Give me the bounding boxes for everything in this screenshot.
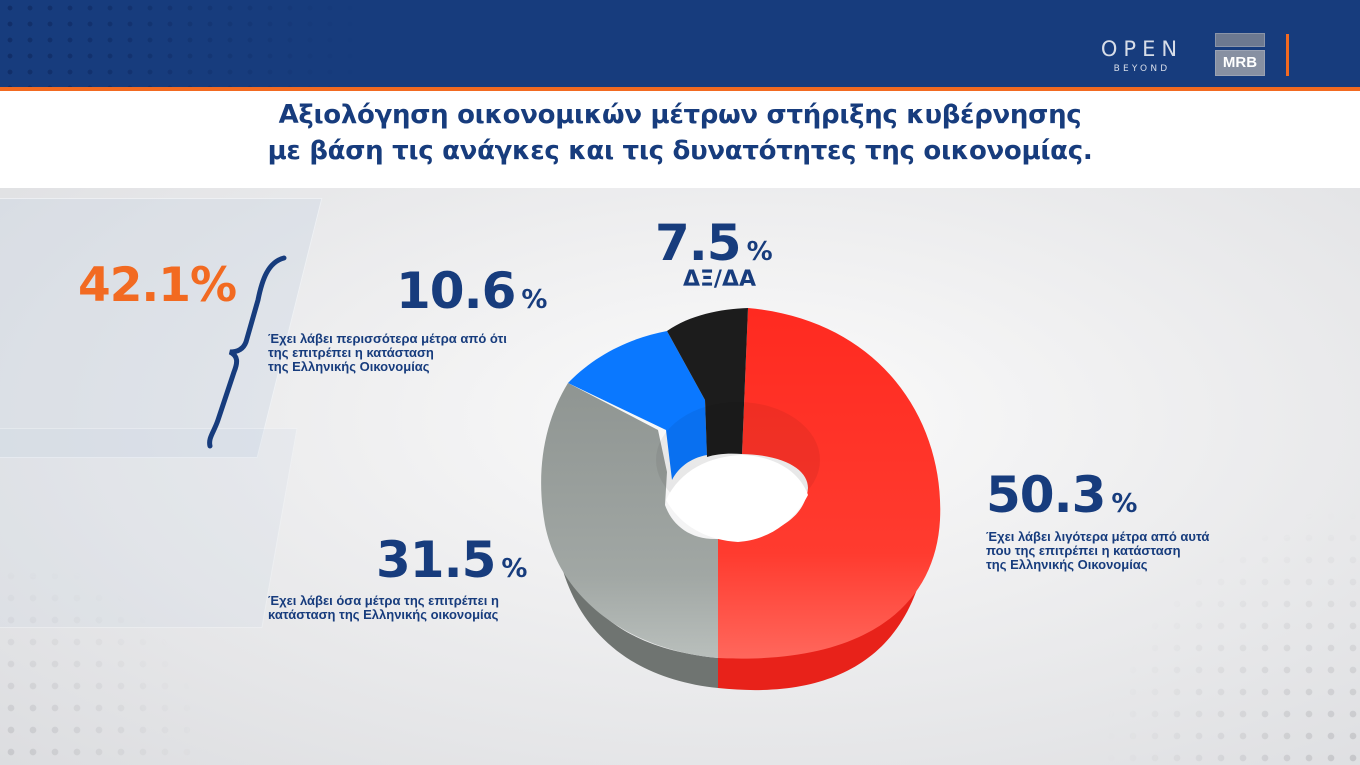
mrb-logo: MRB xyxy=(1215,33,1265,76)
label-more: Έχει λάβει περισσότερα μέτρα από ότι της… xyxy=(268,332,507,374)
title-band xyxy=(0,91,1360,188)
value-equal-number: 31.5 xyxy=(376,531,496,589)
label-equal: Έχει λάβει όσα μέτρα της επιτρέπει η κατ… xyxy=(268,594,499,622)
mrb-logo-top-block xyxy=(1215,33,1265,47)
value-equal-sign: % xyxy=(501,554,528,584)
donut-slice-dkna xyxy=(667,308,748,457)
value-more-number: 10.6 xyxy=(396,262,516,320)
bg-dot-pattern xyxy=(0,565,220,765)
title-line-2: με βάση τις ανάγκες και τις δυνατότητες … xyxy=(267,136,1093,166)
value-less-sign: % xyxy=(1111,489,1138,519)
donut-slice-less xyxy=(718,308,941,659)
value-less-number: 50.3 xyxy=(986,466,1106,524)
label-less-line: Έχει λάβει λιγότερα μέτρα από αυτά xyxy=(986,529,1210,544)
label-dkna: ΔΞ/ΔΑ xyxy=(683,267,757,292)
donut-slice-equal xyxy=(541,383,718,658)
value-more: 10.6% xyxy=(396,266,547,316)
mrb-logo-text: MRB xyxy=(1215,50,1265,76)
donut-slice-more xyxy=(568,331,707,480)
open-beyond-logo: OPEN BEYOND xyxy=(1092,38,1192,76)
label-equal-line: κατάσταση της Ελληνικής οικονομίας xyxy=(268,607,499,622)
label-less-line: της Ελληνικής Οικονομίας xyxy=(986,557,1148,572)
value-less: 50.3% xyxy=(986,470,1137,520)
open-logo-word: OPEN xyxy=(1100,37,1184,61)
logo-divider xyxy=(1286,34,1289,76)
value-equal: 31.5% xyxy=(376,535,527,585)
header-bar xyxy=(0,0,1360,87)
value-dkna: 7.5% xyxy=(655,218,773,268)
header-accent-rule xyxy=(0,87,1360,91)
bg-dot-pattern xyxy=(1100,505,1360,765)
label-more-line: της Ελληνικής Οικονομίας xyxy=(268,359,430,374)
open-logo-sub: BEYOND xyxy=(1113,64,1171,74)
donut-side-walls xyxy=(560,520,925,691)
title-line-1: Αξιολόγηση οικονομικών μέτρων στήριξης κ… xyxy=(278,100,1082,130)
value-more-sign: % xyxy=(521,285,548,315)
header-dot-pattern xyxy=(0,0,360,87)
label-more-line: της επιτρέπει η κατάσταση xyxy=(268,345,434,360)
value-dkna-sign: % xyxy=(746,237,773,267)
page-title: Αξιολόγηση οικονομικών μέτρων στήριξης κ… xyxy=(0,97,1360,169)
label-equal-line: Έχει λάβει όσα μέτρα της επιτρέπει η xyxy=(268,593,499,608)
donut-hole xyxy=(666,455,808,542)
label-less: Έχει λάβει λιγότερα μέτρα από αυτά που τ… xyxy=(986,530,1209,572)
label-more-line: Έχει λάβει περισσότερα μέτρα από ότι xyxy=(268,331,507,346)
label-less-line: που της επιτρέπει η κατάσταση xyxy=(986,543,1181,558)
value-dkna-number: 7.5 xyxy=(655,214,742,272)
group-total-value: 42.1% xyxy=(78,258,237,313)
